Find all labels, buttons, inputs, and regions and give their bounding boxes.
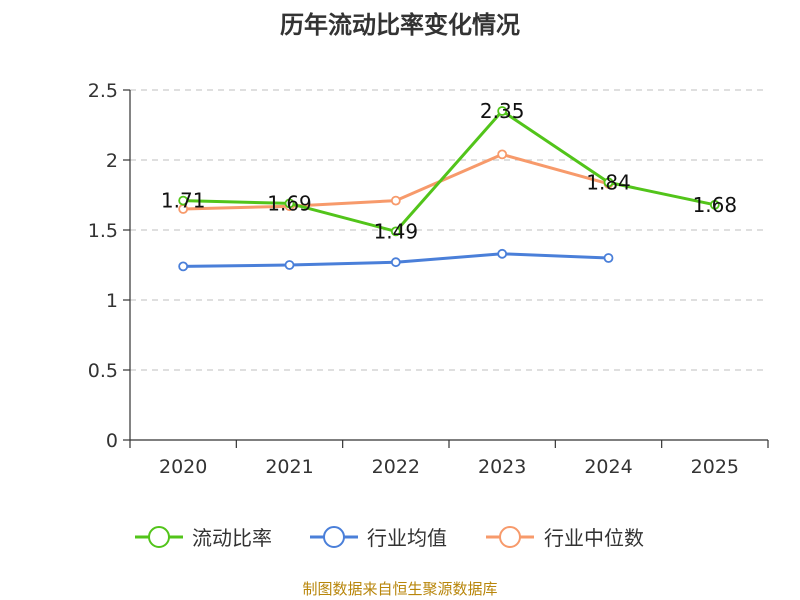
data-label: 1.68 bbox=[693, 193, 738, 217]
data-point bbox=[497, 106, 508, 116]
y-tick-label: 0.5 bbox=[88, 360, 118, 382]
data-point bbox=[497, 149, 508, 160]
data-point bbox=[390, 195, 401, 206]
data-label: 2.35 bbox=[480, 99, 525, 123]
data-point bbox=[390, 226, 401, 237]
data-label: 1.69 bbox=[267, 191, 312, 215]
y-tick-label: 1.5 bbox=[88, 220, 118, 242]
series-lines bbox=[178, 106, 720, 272]
data-point bbox=[390, 257, 401, 268]
legend-item-0[interactable]: 流动比率 bbox=[135, 526, 272, 550]
data-point bbox=[497, 248, 508, 259]
data-point bbox=[603, 177, 614, 188]
legend-label: 行业均值 bbox=[367, 526, 447, 550]
data-point bbox=[178, 261, 189, 272]
data-label: 1.49 bbox=[374, 219, 419, 243]
data-label: 1.71 bbox=[161, 189, 206, 213]
legend-marker bbox=[323, 526, 345, 548]
source-note: 制图数据来自恒生聚源数据库 bbox=[302, 580, 497, 598]
x-tick-label: 2020 bbox=[159, 456, 207, 478]
x-tick-label: 2021 bbox=[265, 456, 313, 478]
legend-label: 流动比率 bbox=[192, 526, 272, 550]
y-tick-label: 1 bbox=[106, 290, 118, 312]
data-point bbox=[284, 198, 295, 209]
x-tick-label: 2022 bbox=[372, 456, 420, 478]
legend-item-2[interactable]: 行业中位数 bbox=[486, 526, 644, 550]
data-point bbox=[603, 253, 614, 263]
grid-lines bbox=[130, 89, 768, 371]
y-tick-label: 2.5 bbox=[88, 80, 118, 102]
axes: 0 0.5 1 1.5 2 2.5 2020 2021 2022 2023 2024 2025 bbox=[88, 80, 769, 478]
data-label: 1.84 bbox=[586, 170, 631, 194]
x-tick-label: 2025 bbox=[691, 456, 739, 478]
x-tick-label: 2023 bbox=[478, 456, 526, 478]
legend-marker bbox=[499, 526, 521, 548]
legend[interactable]: 流动比率 行业均值 行业中位数 bbox=[135, 526, 644, 550]
data-point bbox=[178, 195, 189, 206]
series-line-0 bbox=[183, 109, 716, 233]
data-point bbox=[284, 260, 295, 270]
data-labels: 1.71 1.69 1.49 2.35 1.84 1.68 bbox=[161, 99, 737, 243]
legend-marker bbox=[148, 526, 170, 548]
y-tick-label: 2 bbox=[106, 150, 118, 172]
x-tick-label: 2024 bbox=[584, 456, 632, 478]
data-point bbox=[709, 199, 720, 210]
legend-label: 行业中位数 bbox=[544, 526, 644, 550]
y-tick-label: 0 bbox=[106, 430, 118, 452]
chart-title: 历年流动比率变化情况 bbox=[280, 11, 520, 39]
legend-item-1[interactable]: 行业均值 bbox=[310, 526, 447, 550]
